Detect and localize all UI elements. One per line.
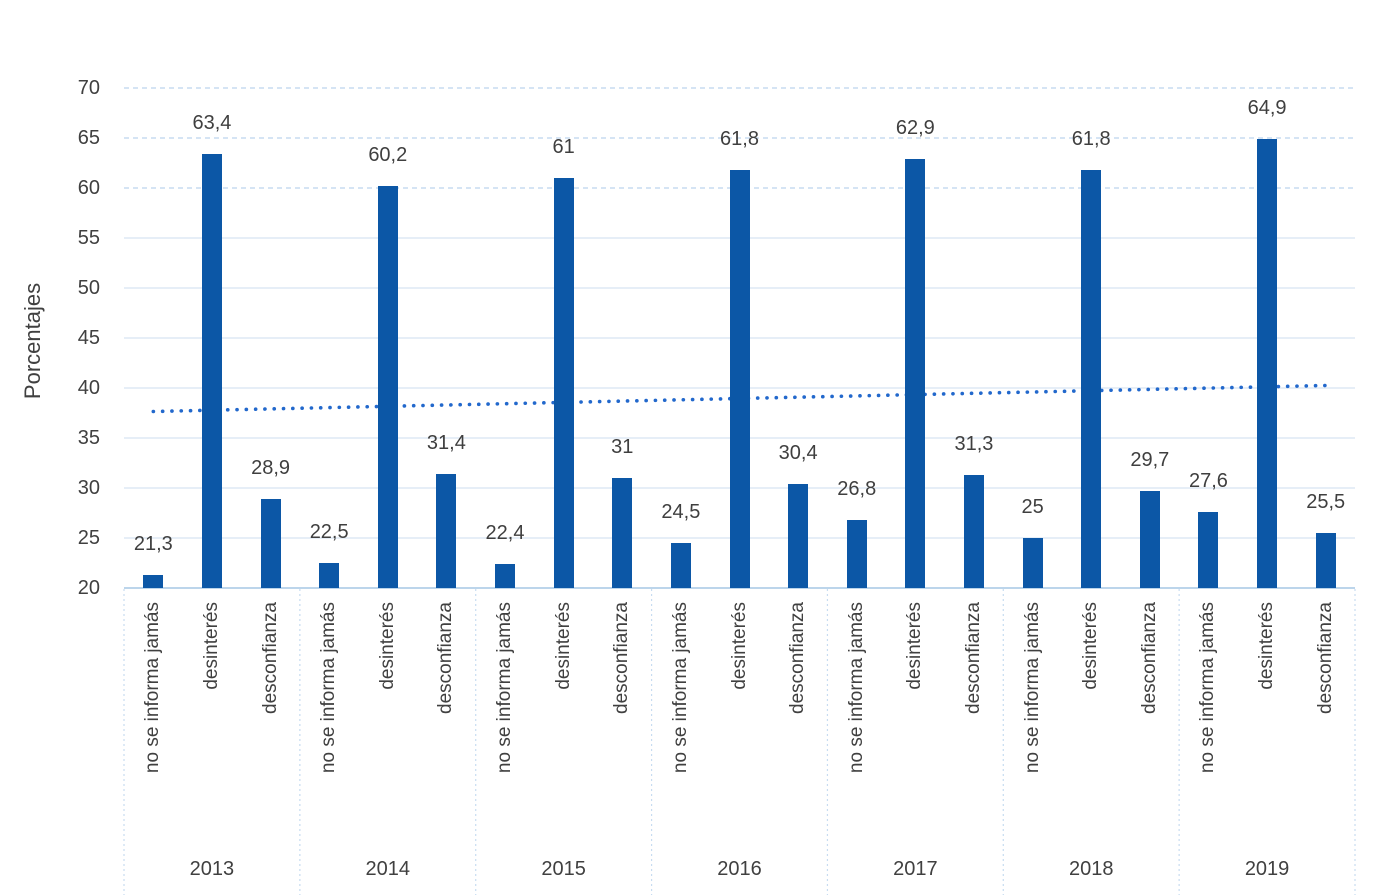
- category-label: desconfianza: [611, 602, 633, 714]
- bar-value-label: 31: [611, 436, 634, 458]
- bar-2017-desinterés: [905, 159, 926, 588]
- bar-2019-desinterés: [1257, 139, 1278, 588]
- bar-2013-desconfianza: [260, 499, 281, 588]
- bar-2013-no se informa jamás: [143, 575, 164, 588]
- bar-2017-desconfianza: [963, 475, 984, 588]
- bar-2013-desinterés: [201, 154, 222, 588]
- bar-value-label: 21,3: [133, 533, 173, 555]
- bar-2018-desinterés: [1081, 170, 1102, 588]
- bar-value-label: 25: [1021, 496, 1044, 518]
- year-label: 2016: [717, 858, 762, 880]
- bar-2018-desconfianza: [1139, 491, 1160, 588]
- bar-value-label: 62,9: [895, 117, 935, 139]
- category-label: desconfianza: [787, 602, 809, 714]
- bar-value-label: 61,8: [1071, 128, 1111, 150]
- bar-value-label: 24,5: [661, 501, 701, 523]
- bar-value-label: 29,7: [1130, 449, 1170, 471]
- y-axis-tick-label: 65: [77, 127, 100, 149]
- category-label: desconfianza: [435, 602, 457, 714]
- bar-value-label: 25,5: [1306, 491, 1346, 513]
- y-axis-tick-label: 60: [77, 177, 100, 199]
- bar-value-label: 31,3: [954, 433, 994, 455]
- bar-value-label: 63,4: [192, 112, 232, 134]
- bar-value-label: 27,6: [1188, 470, 1228, 492]
- category-label: desconfianza: [962, 602, 984, 714]
- category-label: no se informa jamás: [142, 602, 164, 774]
- bar-2019-desconfianza: [1315, 533, 1336, 588]
- year-label: 2018: [1068, 858, 1114, 880]
- bar-value-label: 64,9: [1247, 97, 1287, 119]
- bar-2018-no se informa jamás: [1022, 538, 1043, 588]
- category-label: desinterés: [1256, 602, 1278, 690]
- y-axis-tick-label: 20: [77, 577, 100, 599]
- category-label: desinterés: [376, 602, 398, 690]
- category-label: no se informa jamás: [494, 602, 516, 774]
- y-axis-tick-label: 70: [77, 77, 100, 99]
- bar-value-label: 61: [552, 136, 575, 158]
- bar-2016-desconfianza: [788, 484, 809, 588]
- bar-2015-desinterés: [553, 178, 574, 588]
- y-axis-tick-label: 55: [77, 227, 100, 249]
- bar-value-label: 60,2: [368, 144, 408, 166]
- y-axis-tick-label: 30: [77, 477, 100, 499]
- category-label: desconfianza: [259, 602, 281, 714]
- bar-2017-no se informa jamás: [846, 520, 867, 588]
- year-label: 2014: [365, 858, 411, 880]
- category-label: no se informa jamás: [1197, 602, 1219, 774]
- bar-2014-no se informa jamás: [319, 563, 340, 588]
- category-label: desconfianza: [1314, 602, 1336, 714]
- bar-value-label: 26,8: [837, 478, 877, 500]
- category-label: no se informa jamás: [318, 602, 340, 774]
- year-label: 2019: [1244, 858, 1290, 880]
- bar-2014-desconfianza: [436, 474, 457, 588]
- bar-value-label: 22,5: [309, 521, 349, 543]
- bar-value-label: 28,9: [251, 457, 291, 479]
- category-label: no se informa jamás: [1021, 602, 1043, 774]
- category-label: no se informa jamás: [669, 602, 691, 774]
- bar-2015-desconfianza: [612, 478, 633, 588]
- bar-value-label: 22,4: [485, 522, 525, 544]
- y-axis-tick-label: 25: [77, 527, 100, 549]
- category-label: desinterés: [552, 602, 574, 690]
- category-label: desinterés: [200, 602, 222, 690]
- bar-2016-no se informa jamás: [670, 543, 691, 588]
- bar-2014-desinterés: [377, 186, 398, 588]
- category-label: no se informa jamás: [845, 602, 867, 774]
- y-axis-tick-label: 50: [77, 277, 100, 299]
- bar-2015-no se informa jamás: [495, 564, 516, 588]
- year-label: 2013: [189, 858, 235, 880]
- bar-2019-no se informa jamás: [1198, 512, 1219, 588]
- bar-2016-desinterés: [729, 170, 750, 588]
- bar-value-label: 31,4: [426, 432, 466, 454]
- y-axis-tick-label: 45: [77, 327, 100, 349]
- category-label: desinterés: [904, 602, 926, 690]
- year-label: 2015: [541, 858, 586, 880]
- y-axis-tick-label: 35: [77, 427, 100, 449]
- year-label: 2017: [893, 858, 938, 880]
- category-label: desinterés: [728, 602, 750, 690]
- category-label: desconfianza: [1138, 602, 1160, 714]
- category-label: desinterés: [1080, 602, 1102, 690]
- bar-value-label: 30,4: [778, 442, 818, 464]
- y-axis-tick-label: 40: [77, 377, 100, 399]
- bar-value-label: 61,8: [720, 128, 759, 150]
